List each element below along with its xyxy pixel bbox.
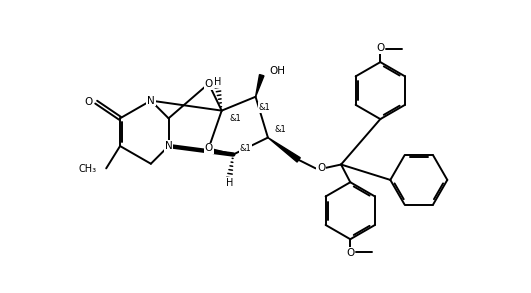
Text: &1: &1 [239,144,251,153]
Text: N: N [165,141,173,151]
Text: O: O [85,97,93,107]
Text: H: H [226,178,233,188]
Text: O: O [376,43,384,53]
Text: O: O [204,79,213,89]
Text: O: O [346,248,354,258]
Text: H: H [214,77,221,87]
Text: O: O [317,163,326,173]
Text: &1: &1 [259,103,270,112]
Polygon shape [255,74,264,97]
Text: CH₃: CH₃ [79,164,97,174]
Text: OH: OH [269,66,286,76]
Text: N: N [147,96,155,105]
Text: O: O [204,143,213,153]
Text: &1: &1 [229,114,241,123]
Text: &1: &1 [274,125,286,134]
Polygon shape [268,138,301,162]
